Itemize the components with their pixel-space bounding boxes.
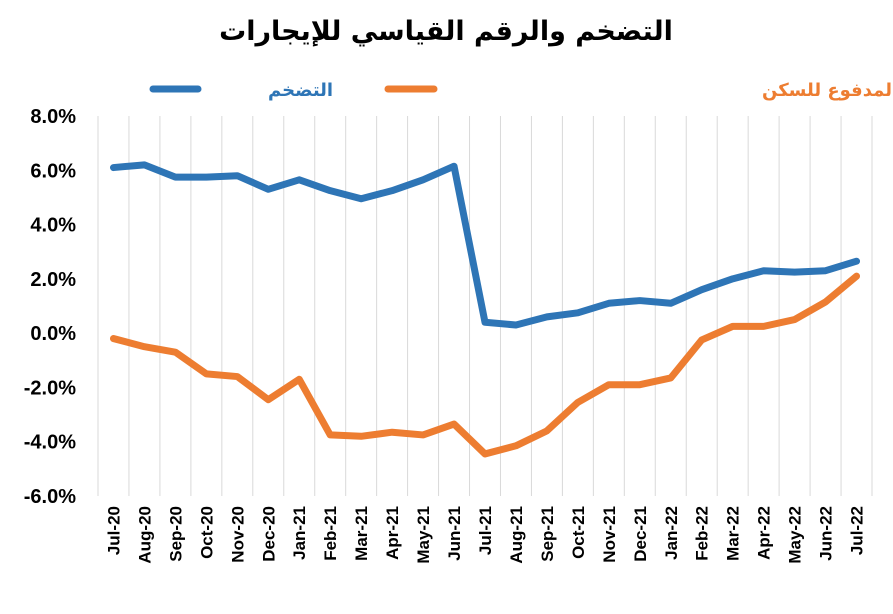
- y-tick-label: -2.0%: [24, 377, 76, 399]
- x-tick-label: Sep-20: [166, 506, 185, 562]
- chart-title: التضخم والرقم القياسي للإيجارات: [219, 16, 673, 47]
- data-point-rent-index: [854, 274, 859, 279]
- x-tick-label: Jan-21: [290, 506, 309, 560]
- x-tick-label: Feb-21: [321, 506, 340, 561]
- data-point-inflation: [328, 188, 333, 193]
- x-tick-label: May-22: [786, 506, 805, 564]
- x-tick-label: Aug-20: [135, 506, 154, 564]
- data-point-inflation: [173, 175, 178, 180]
- data-point-inflation: [235, 173, 240, 178]
- data-point-rent-index: [359, 434, 364, 439]
- data-point-rent-index: [173, 350, 178, 355]
- x-tick-label: Feb-22: [693, 506, 712, 561]
- data-point-rent-index: [390, 430, 395, 435]
- data-point-rent-index: [575, 400, 580, 405]
- x-tick-label: Sep-21: [538, 506, 557, 562]
- legend: التضخم الرقم القياسي للإيجار المدفوع للس…: [149, 80, 893, 101]
- data-point-inflation: [204, 175, 209, 180]
- data-point-inflation: [111, 165, 116, 170]
- x-tick-label: May-21: [414, 506, 433, 564]
- data-point-rent-index: [513, 443, 518, 448]
- data-point-inflation: [297, 177, 302, 182]
- data-point-rent-index: [730, 324, 735, 329]
- series-line-inflation: [109, 161, 861, 329]
- x-tick-label: Oct-20: [197, 506, 216, 559]
- legend-label-inflation: التضخم: [268, 80, 333, 101]
- data-point-rent-index: [544, 428, 549, 433]
- x-tick-label: Oct-21: [569, 506, 588, 559]
- data-point-rent-index: [668, 375, 673, 380]
- y-tick-label: 8.0%: [30, 106, 76, 128]
- data-point-rent-index: [483, 451, 488, 456]
- x-tick-label: Apr-21: [383, 506, 402, 560]
- y-tick-label: 0.0%: [30, 323, 76, 345]
- y-tick-label: 4.0%: [30, 215, 76, 237]
- data-point-inflation: [452, 164, 457, 169]
- data-point-inflation: [823, 268, 828, 273]
- data-point-rent-index: [823, 299, 828, 304]
- data-point-rent-index: [421, 432, 426, 437]
- y-tick-label: -6.0%: [24, 486, 76, 508]
- x-tick-label: Mar-21: [352, 506, 371, 561]
- legend-label-rent-index: الرقم القياسي للإيجار المدفوع للسكن: [762, 80, 893, 101]
- data-point-rent-index: [606, 382, 611, 387]
- data-point-rent-index: [111, 336, 116, 341]
- data-point-inflation: [266, 187, 271, 192]
- data-point-inflation: [513, 323, 518, 328]
- x-tick-label: Dec-20: [259, 506, 278, 562]
- data-point-inflation: [359, 196, 364, 201]
- data-point-inflation: [699, 287, 704, 292]
- data-point-inflation: [668, 301, 673, 306]
- data-point-inflation: [854, 259, 859, 264]
- data-point-rent-index: [328, 432, 333, 437]
- data-point-inflation: [575, 310, 580, 315]
- y-tick-label: 2.0%: [30, 269, 76, 291]
- data-point-inflation: [421, 177, 426, 182]
- data-point-inflation: [761, 268, 766, 273]
- y-tick-label: -4.0%: [24, 432, 76, 454]
- data-point-rent-index: [792, 317, 797, 322]
- x-tick-label: Jan-22: [662, 506, 681, 560]
- data-point-inflation: [483, 320, 488, 325]
- data-point-rent-index: [637, 382, 642, 387]
- x-tick-label: Jul-20: [104, 506, 123, 555]
- data-point-inflation: [730, 276, 735, 281]
- data-point-inflation: [544, 314, 549, 319]
- data-point-inflation: [606, 301, 611, 306]
- data-point-rent-index: [142, 344, 147, 349]
- data-point-rent-index: [699, 337, 704, 342]
- data-point-rent-index: [761, 324, 766, 329]
- data-point-rent-index: [297, 377, 302, 382]
- x-tick-label: Aug-21: [507, 506, 526, 564]
- x-tick-label: Jun-22: [817, 506, 836, 561]
- series: [109, 161, 861, 458]
- data-point-rent-index: [266, 397, 271, 402]
- data-point-inflation: [637, 298, 642, 303]
- series-line-rent-index: [109, 272, 861, 458]
- axes: 8.0% 6.0% 4.0% 2.0% 0.0% -2.0% -4.0% -6.0% Jul-2…: [24, 106, 867, 564]
- x-tick-label: Nov-20: [228, 506, 247, 563]
- data-point-rent-index: [235, 374, 240, 379]
- data-point-inflation: [390, 188, 395, 193]
- x-tick-label: Jul-22: [848, 506, 867, 555]
- x-tick-label: Jun-21: [445, 506, 464, 561]
- data-point-inflation: [142, 162, 147, 167]
- x-tick-label: Nov-21: [600, 506, 619, 563]
- data-point-inflation: [792, 270, 797, 275]
- data-point-rent-index: [204, 371, 209, 376]
- x-tick-label: Dec-21: [631, 506, 650, 562]
- x-tick-label: Apr-22: [755, 506, 774, 560]
- x-tick-label: Jul-21: [476, 506, 495, 555]
- x-tick-label: Mar-22: [724, 506, 743, 561]
- data-point-rent-index: [452, 422, 457, 427]
- y-tick-label: 6.0%: [30, 160, 76, 182]
